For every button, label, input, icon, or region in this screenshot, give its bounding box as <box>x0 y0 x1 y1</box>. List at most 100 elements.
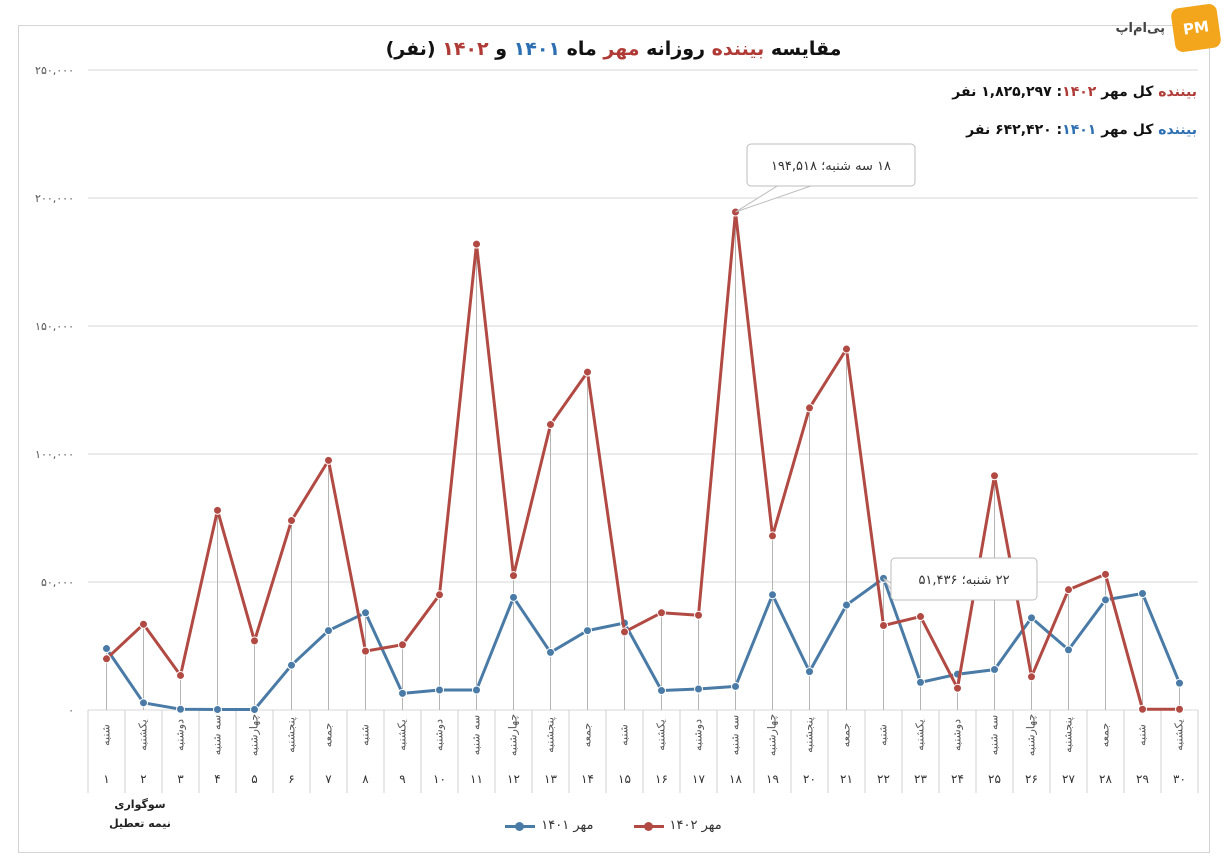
x-weekday-label: سه شنبه <box>988 715 1001 755</box>
data-point <box>176 704 185 714</box>
title-part: مقایسه <box>764 38 842 60</box>
total-label: کل مهر <box>1096 84 1159 100</box>
total-value: : ۶۴۲,۴۲۰ نفر <box>966 122 1063 138</box>
x-weekday-label: پنجشنبه <box>1062 717 1075 753</box>
title-part: ۱۴۰۲ <box>442 38 489 60</box>
data-point <box>398 640 407 650</box>
data-point <box>435 590 444 600</box>
x-weekday-label: شنبه <box>618 724 631 746</box>
data-point <box>1027 672 1036 682</box>
chart-frame <box>18 25 1210 853</box>
brand: پی‌ام‌اپ PM <box>1115 3 1222 53</box>
total-1401: بیننده کل مهر ۱۴۰۱: ۶۴۲,۴۲۰ نفر <box>966 122 1197 138</box>
x-weekday-label: چهارشنبه <box>1025 714 1038 756</box>
series-line <box>105 576 1181 711</box>
legend: مهر ۱۴۰۱ مهر ۱۴۰۲ <box>0 818 1227 833</box>
y-tick-label: ۲۵۰,۰۰۰ <box>35 64 74 77</box>
data-point <box>879 621 888 631</box>
data-point <box>546 420 555 430</box>
x-weekday-label: شنبه <box>1136 724 1149 746</box>
data-point <box>1064 585 1073 595</box>
x-day-label: ۲۵ <box>988 772 1001 786</box>
x-weekday-label: پنجشنبه <box>285 717 298 753</box>
x-day-label: ۲۲ <box>877 772 890 786</box>
x-day-label: ۳۰ <box>1173 772 1186 786</box>
data-point <box>435 685 444 695</box>
data-point <box>657 686 666 696</box>
callout-box <box>746 143 916 187</box>
x-day-label: ۲۴ <box>951 772 964 786</box>
y-tick-label: ۵۰,۰۰۰ <box>41 576 74 589</box>
note-half-holiday: نیمه تعطیل <box>109 817 171 830</box>
legend-swatch-1401 <box>505 819 536 833</box>
legend-item-1401: مهر ۱۴۰۱ <box>505 818 594 833</box>
x-day-label: ۲۰ <box>803 772 816 786</box>
data-point <box>768 590 777 600</box>
legend-item-1402: مهر ۱۴۰۲ <box>633 818 722 833</box>
data-point <box>398 688 407 698</box>
x-day-label: ۲۸ <box>1099 772 1112 786</box>
data-point <box>176 670 185 680</box>
data-point <box>990 665 999 675</box>
y-tick-label: ۱۰۰,۰۰۰ <box>35 448 74 461</box>
data-point <box>657 608 666 618</box>
x-weekday-label: دوشنبه <box>951 719 964 751</box>
data-point <box>768 531 777 541</box>
total-label: کل مهر <box>1096 122 1159 138</box>
x-day-label: ۵ <box>251 772 257 786</box>
total-1402: بیننده کل مهر ۱۴۰۲: ۱,۸۲۵,۲۹۷ نفر <box>952 84 1197 100</box>
x-weekday-label: جمعه <box>322 723 335 747</box>
x-day-label: ۹ <box>399 772 405 786</box>
data-point <box>250 636 259 646</box>
x-weekday-label: شنبه <box>359 724 372 746</box>
x-day-label: ۱۴ <box>581 772 594 786</box>
x-weekday-label: یکشنبه <box>137 719 150 751</box>
x-weekday-label: یکشنبه <box>655 719 668 751</box>
total-year: ۱۴۰۱ <box>1062 122 1097 138</box>
callout-label: ۱۸ سه شنبه؛ ۱۹۴,۵۱۸ <box>771 159 891 174</box>
title-part: ۱۴۰۱ <box>513 38 561 60</box>
data-point <box>805 667 814 677</box>
x-weekday-label: جمعه <box>1099 723 1112 747</box>
data-point <box>805 403 814 413</box>
total-year: ۱۴۰۲ <box>1062 84 1097 100</box>
x-day-label: ۱۵ <box>618 772 631 786</box>
title-part: و <box>488 38 514 60</box>
x-day-label: ۸ <box>362 772 369 786</box>
data-point <box>250 704 259 714</box>
legend-label-1402: مهر ۱۴۰۲ <box>669 818 722 833</box>
data-point <box>1101 569 1110 579</box>
data-point <box>102 654 111 664</box>
y-tick-label: ۲۰۰,۰۰۰ <box>35 192 74 205</box>
x-day-label: ۱۶ <box>655 772 668 786</box>
x-day-label: ۱۰ <box>433 772 446 786</box>
y-tick-label: ۰ <box>68 704 74 717</box>
data-point <box>694 610 703 620</box>
data-point <box>139 619 148 629</box>
x-weekday-label: جمعه <box>840 723 853 747</box>
x-day-label: ۱۷ <box>692 772 705 786</box>
title-part: مهر <box>603 38 640 60</box>
data-point <box>324 626 333 636</box>
x-weekday-label: دوشنبه <box>174 719 187 751</box>
note-mourning: سوگواری <box>114 798 166 811</box>
x-weekday-label: چهارشنبه <box>248 714 261 756</box>
x-weekday-label: دوشنبه <box>692 719 705 751</box>
title-part: ماه <box>560 38 604 60</box>
data-point <box>1138 704 1147 714</box>
data-point <box>1101 595 1110 605</box>
legend-label-1401: مهر ۱۴۰۱ <box>541 818 594 833</box>
data-point <box>1138 589 1147 599</box>
data-point <box>213 505 222 515</box>
data-point <box>842 600 851 610</box>
data-point <box>287 516 296 526</box>
total-label: بیننده <box>1158 122 1197 138</box>
series-line <box>105 210 1180 711</box>
x-day-label: ۲۷ <box>1062 772 1075 786</box>
callout-pointer <box>735 185 812 213</box>
data-point <box>990 471 999 481</box>
y-tick-label: ۱۵۰,۰۰۰ <box>35 320 74 333</box>
x-day-label: ۶ <box>288 772 294 786</box>
x-day-label: ۱۹ <box>766 772 779 786</box>
data-point <box>361 646 370 656</box>
